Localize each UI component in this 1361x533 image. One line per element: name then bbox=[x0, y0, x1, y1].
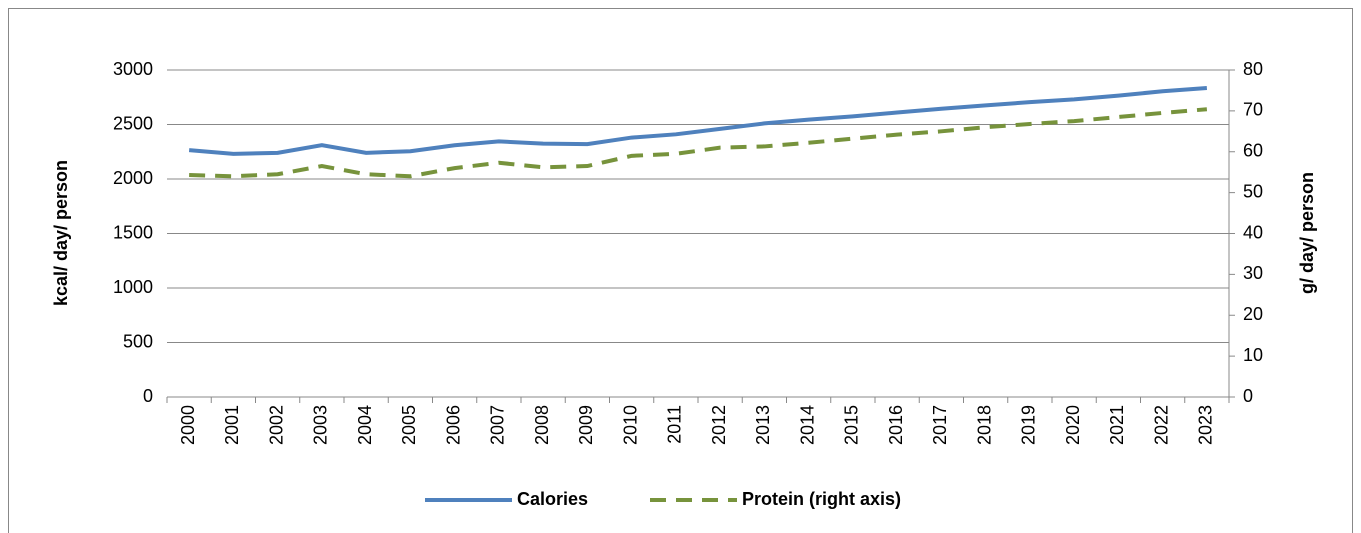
y-axis-title: kcal/ day/ person bbox=[51, 160, 71, 306]
y2-tick-label: 60 bbox=[1243, 141, 1263, 161]
x-tick-label: 2017 bbox=[930, 405, 950, 445]
x-tick-label: 2015 bbox=[842, 405, 862, 445]
x-tick-label: 2011 bbox=[665, 405, 685, 444]
y2-tick-label: 50 bbox=[1243, 181, 1263, 201]
legend-text: Protein (right axis) bbox=[742, 489, 901, 509]
y2-tick-label: 70 bbox=[1243, 100, 1263, 120]
y2-tick-label: 40 bbox=[1243, 222, 1263, 242]
series-line bbox=[188, 85, 1208, 156]
x-tick-label: 2002 bbox=[266, 405, 286, 445]
y-tick-label: 2000 bbox=[113, 168, 153, 188]
y-tick-label: 1000 bbox=[113, 277, 153, 297]
x-tick-label: 2005 bbox=[399, 405, 419, 445]
y-tick-label: 0 bbox=[143, 386, 153, 406]
y2-tick-label: 10 bbox=[1243, 345, 1263, 365]
x-tick-label: 2016 bbox=[886, 405, 906, 445]
x-tick-label: 2006 bbox=[443, 405, 463, 445]
x-tick-label: 2021 bbox=[1107, 405, 1127, 445]
x-tick-label: 2001 bbox=[222, 405, 242, 445]
y-tick-label: 1500 bbox=[113, 222, 153, 242]
x-tick-label: 2010 bbox=[620, 405, 640, 445]
x-tick-label: 2008 bbox=[532, 405, 552, 445]
y2-axis-title: g/ day/ person bbox=[1297, 172, 1317, 294]
x-tick-label: 2018 bbox=[974, 405, 994, 445]
x-tick-label: 2020 bbox=[1063, 405, 1083, 445]
x-tick-label: 2019 bbox=[1019, 405, 1039, 445]
x-tick-label: 2023 bbox=[1196, 405, 1216, 445]
y2-tick-label: 80 bbox=[1243, 59, 1263, 79]
x-tick-label: 2003 bbox=[311, 405, 331, 445]
x-tick-label: 2007 bbox=[488, 405, 508, 445]
x-tick-label: 2009 bbox=[576, 405, 596, 445]
y2-tick-label: 20 bbox=[1243, 304, 1263, 324]
y2-tick-label: 0 bbox=[1243, 386, 1253, 406]
x-tick-label: 2014 bbox=[797, 405, 817, 445]
chart-frame bbox=[8, 8, 1353, 533]
series-line bbox=[189, 107, 1208, 179]
y-tick-label: 3000 bbox=[113, 59, 153, 79]
legend-text: Calories bbox=[517, 489, 588, 509]
x-tick-label: 2000 bbox=[178, 405, 198, 445]
x-tick-label: 2022 bbox=[1151, 405, 1171, 445]
y-tick-label: 500 bbox=[123, 331, 153, 351]
y2-tick-label: 30 bbox=[1243, 263, 1263, 283]
x-tick-label: 2004 bbox=[355, 405, 375, 445]
x-tick-label: 2012 bbox=[709, 405, 729, 445]
y-tick-label: 2500 bbox=[113, 113, 153, 133]
x-tick-label: 2013 bbox=[753, 405, 773, 445]
